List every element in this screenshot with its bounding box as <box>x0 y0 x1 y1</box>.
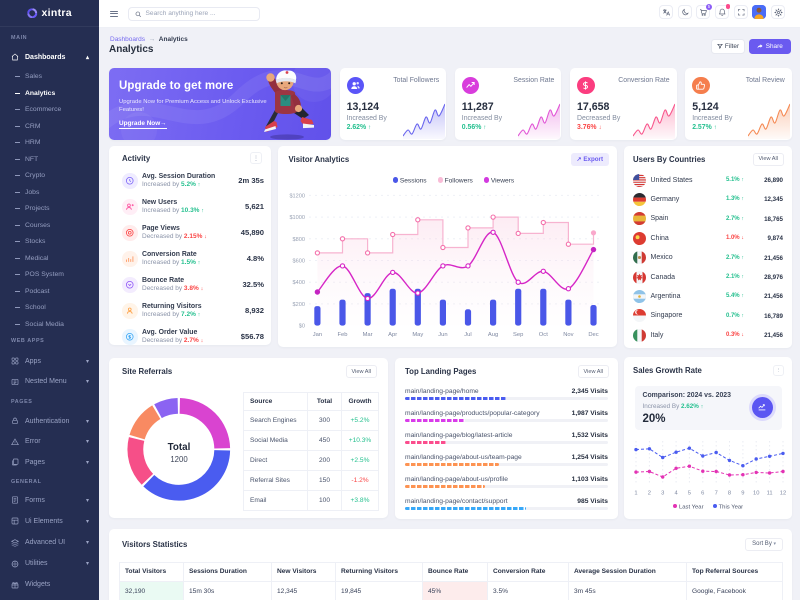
svg-text:4: 4 <box>674 491 678 497</box>
svg-text:Feb: Feb <box>338 332 348 338</box>
svg-text:11: 11 <box>767 491 773 497</box>
svg-text:Jan: Jan <box>313 332 322 338</box>
svg-text:$1200: $1200 <box>289 193 305 199</box>
svg-text:$200: $200 <box>293 302 305 308</box>
svg-text:$0: $0 <box>299 324 305 330</box>
svg-text:7: 7 <box>715 491 718 497</box>
svg-text:3: 3 <box>661 491 664 497</box>
svg-text:5: 5 <box>688 491 691 497</box>
svg-text:$1000: $1000 <box>289 215 305 221</box>
svg-text:Nov: Nov <box>563 332 573 338</box>
svg-text:Apr: Apr <box>388 332 397 338</box>
svg-text:Mar: Mar <box>363 332 373 338</box>
svg-text:Oct: Oct <box>539 332 548 338</box>
svg-text:Dec: Dec <box>588 332 598 338</box>
svg-text:$600: $600 <box>293 259 305 265</box>
svg-text:8: 8 <box>728 491 731 497</box>
svg-text:Jun: Jun <box>438 332 447 338</box>
svg-text:6: 6 <box>701 491 704 497</box>
svg-text:$800: $800 <box>293 237 305 243</box>
svg-text:12: 12 <box>780 491 786 497</box>
svg-text:10: 10 <box>753 491 759 497</box>
svg-text:2: 2 <box>648 491 651 497</box>
svg-text:1: 1 <box>634 491 637 497</box>
svg-text:Aug: Aug <box>488 332 498 338</box>
svg-text:May: May <box>412 332 423 338</box>
svg-text:Sep: Sep <box>513 332 523 338</box>
svg-text:Jul: Jul <box>464 332 471 338</box>
svg-text:9: 9 <box>741 491 744 497</box>
svg-text:$400: $400 <box>293 280 305 286</box>
